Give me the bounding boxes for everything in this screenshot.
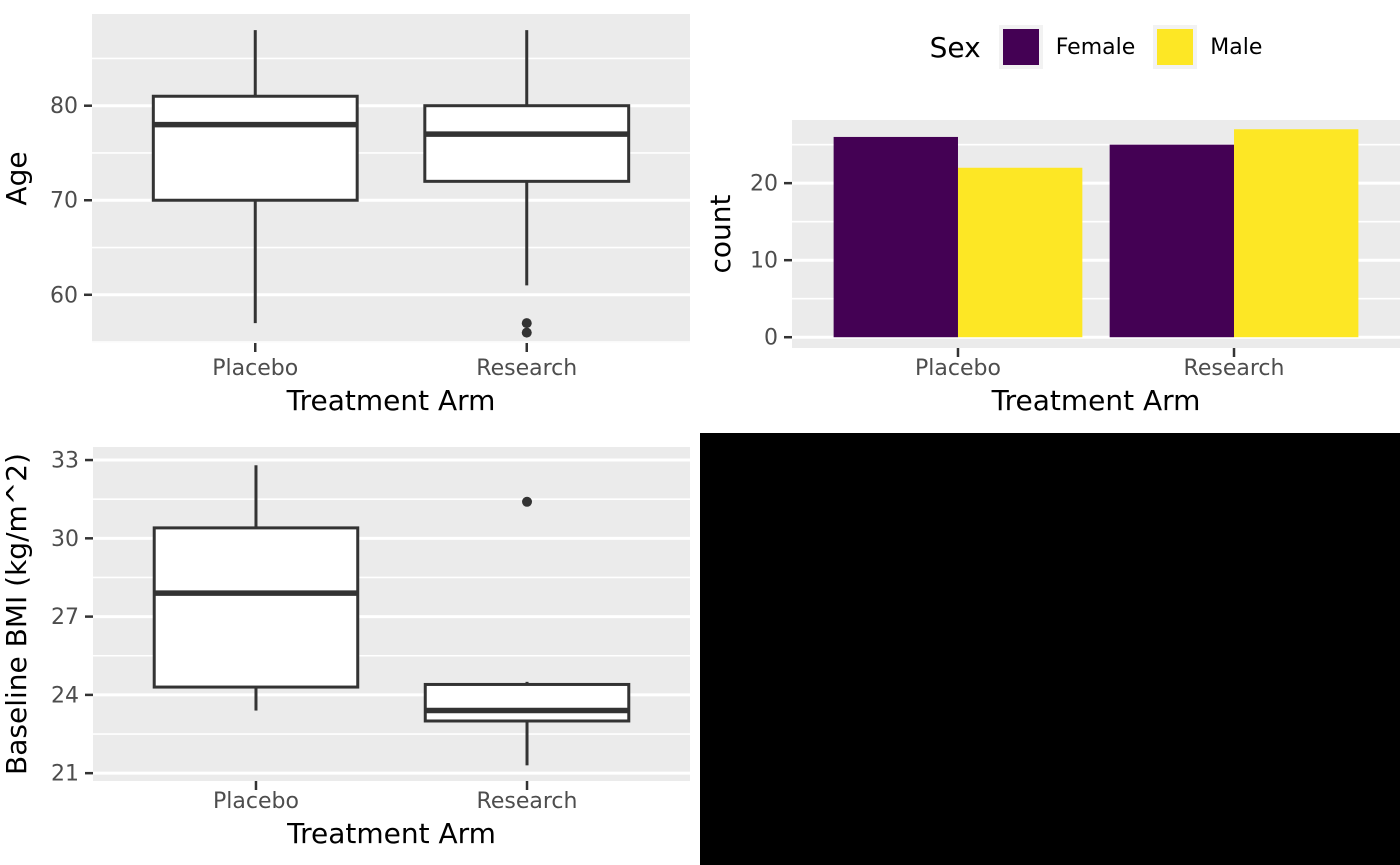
legend-item-female: Female <box>998 25 1136 69</box>
bar-female-research <box>1109 144 1235 338</box>
bar-female-placebo <box>833 136 958 338</box>
bar-male-placebo <box>957 167 1083 338</box>
x-tick-label: Placebo <box>915 356 1001 381</box>
y-tick-label: 80 <box>50 94 78 119</box>
y-tick-label: 70 <box>50 189 78 214</box>
y-tick-label: 10 <box>750 249 778 274</box>
legend-key-female <box>998 25 1043 69</box>
y-tick-label: 30 <box>51 527 79 552</box>
y-axis-title: Baseline BMI (kg/m^2) <box>0 453 33 775</box>
y-tick-label: 60 <box>50 283 78 308</box>
sex-barchart-quadrant: Sex Female Male 0 10 20 Placebo Research Trea… <box>700 0 1400 432</box>
legend-label-male: Male <box>1210 34 1263 60</box>
y-tick-label: 21 <box>51 762 79 787</box>
x-axis-title: Treatment Arm <box>286 817 496 850</box>
x-tick-label: Placebo <box>212 356 298 381</box>
legend-item-male: Male <box>1153 25 1262 69</box>
y-axis-title: count <box>704 194 737 273</box>
box <box>423 104 631 183</box>
x-tick-label: Research <box>1184 356 1285 381</box>
legend-title: Sex <box>929 30 981 64</box>
outlier-point <box>521 327 532 338</box>
legend-label-female: Female <box>1055 34 1136 60</box>
y-axis-title: Age <box>0 151 33 205</box>
y-tick-label: 20 <box>750 172 778 197</box>
sex-legend: Sex Female Male <box>792 22 1400 72</box>
x-axis-title: Treatment Arm <box>991 384 1201 417</box>
x-tick-label: Research <box>476 356 577 381</box>
box <box>423 682 631 723</box>
x-axis-title: Treatment Arm <box>286 384 496 417</box>
legend-key-male <box>1153 25 1198 69</box>
bmi-boxplot-quadrant: 21 24 27 30 33 Placebo Research Treatment Arm Ba… <box>0 432 700 865</box>
y-tick-label: 0 <box>764 326 778 351</box>
bar-male-research <box>1234 129 1359 338</box>
x-tick-label: Research <box>477 789 578 814</box>
empty-black-panel <box>700 433 1400 865</box>
age-boxplot-quadrant: 60 70 80 Placebo Research Treatment Arm Age <box>0 0 700 432</box>
outlier-point <box>522 496 533 507</box>
female-color-swatch <box>1002 29 1039 65</box>
age-boxplot-chart: 60 70 80 Placebo Research Treatment Arm Age <box>0 14 690 417</box>
box <box>152 526 360 689</box>
y-tick-label: 33 <box>51 449 79 474</box>
bmi-boxplot-chart: 21 24 27 30 33 Placebo Research Treatment Arm Ba… <box>0 447 690 850</box>
x-tick-label: Placebo <box>213 789 299 814</box>
outlier-point <box>521 318 532 329</box>
y-tick-label: 27 <box>51 605 79 630</box>
box <box>151 94 359 202</box>
male-color-swatch <box>1157 29 1194 65</box>
y-tick-label: 24 <box>51 683 79 708</box>
sex-barchart: 0 10 20 Placebo Research Treatment Arm count <box>704 120 1400 417</box>
